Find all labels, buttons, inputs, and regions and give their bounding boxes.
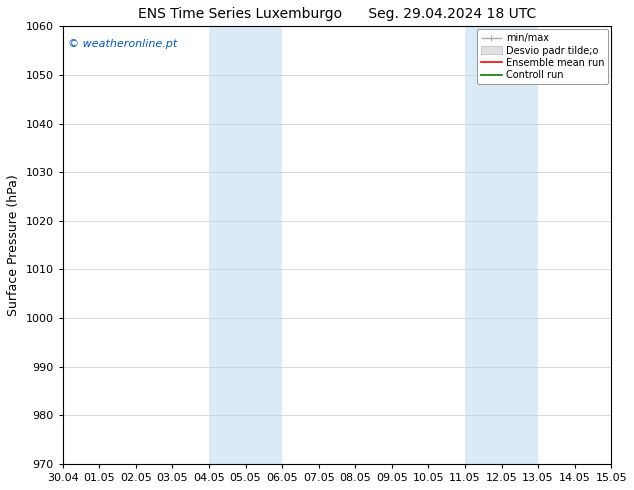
Legend: min/max, Desvio padr tilde;o, Ensemble mean run, Controll run: min/max, Desvio padr tilde;o, Ensemble m… bbox=[477, 29, 609, 84]
Y-axis label: Surface Pressure (hPa): Surface Pressure (hPa) bbox=[7, 174, 20, 316]
Bar bbox=[465, 26, 538, 464]
Text: © weatheronline.pt: © weatheronline.pt bbox=[68, 39, 178, 49]
Bar bbox=[209, 26, 282, 464]
Title: ENS Time Series Luxemburgo      Seg. 29.04.2024 18 UTC: ENS Time Series Luxemburgo Seg. 29.04.20… bbox=[138, 7, 536, 21]
